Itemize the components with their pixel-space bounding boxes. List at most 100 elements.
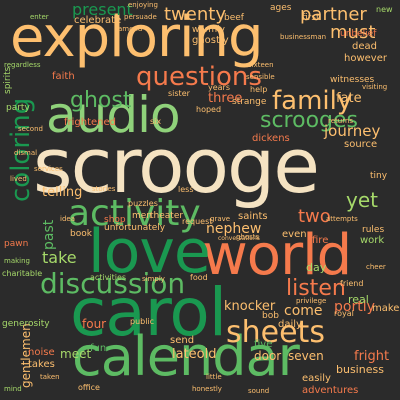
word-past: past (41, 219, 57, 250)
word-activity: activity (68, 193, 201, 234)
word-bob: bob (262, 311, 279, 321)
word-celebrate: celebrate (74, 15, 122, 26)
word-knocker: knocker (224, 299, 276, 314)
word-less: less (178, 185, 194, 194)
word-frightened: frightened (64, 117, 117, 128)
word-three: three (208, 91, 243, 106)
word-request: request (182, 217, 213, 226)
word-strange: strange (232, 97, 267, 107)
word-privilege: privilege (296, 297, 327, 305)
word-faith: faith (52, 71, 75, 82)
word-public: public (130, 317, 155, 326)
word-ghostly: ghostly (192, 35, 229, 46)
word-world: world (202, 223, 352, 288)
word-spirits: spirits (3, 66, 13, 94)
word-help: help (250, 85, 268, 94)
word-hoped: hoped (196, 105, 222, 114)
word-sister: sister (168, 89, 190, 98)
word-charitable: charitable (2, 269, 43, 278)
word-witnesses: witnesses (330, 75, 375, 85)
word-four: four (82, 317, 107, 331)
word-five: five (254, 339, 273, 350)
word-work: work (360, 235, 385, 246)
word-men: men (132, 211, 153, 221)
word-second: second (18, 125, 43, 133)
word-scrooges: scrooges (260, 108, 359, 133)
word-carol: carol (70, 274, 227, 351)
word-lived: lived (10, 175, 27, 183)
word-real: real (348, 293, 369, 306)
word-dead: dead (352, 41, 377, 52)
word-returns: returns (328, 117, 354, 125)
word-fire: fire (312, 235, 329, 246)
word-book: book (70, 229, 92, 239)
word-activities: activities (90, 273, 127, 282)
word-family: family (272, 86, 353, 116)
word-calendar: calendar (72, 325, 300, 388)
word-must: must (330, 22, 376, 43)
word-amend: amend (118, 25, 143, 33)
word-services: services (34, 165, 63, 173)
word-daily: daily (278, 319, 302, 330)
word-ages: ages (270, 3, 292, 13)
word-six: six (150, 117, 162, 126)
word-enjoying: enjoying (128, 1, 158, 9)
word-twenty: twenty (164, 4, 226, 25)
word-portly: portly (334, 299, 375, 315)
word-mind: mind (4, 385, 22, 393)
word-unbelief: unbelief (340, 29, 377, 39)
word-pawn: pawn (4, 239, 29, 249)
word-enter: enter (30, 13, 49, 21)
word-yet: yet (346, 188, 378, 212)
word-come: come (284, 303, 323, 319)
word-scrooge: scrooge (33, 121, 320, 210)
word-saints: saints (238, 211, 268, 222)
word-love: love (88, 217, 211, 287)
word-noise: noise (28, 347, 55, 358)
word-first: first (302, 13, 320, 23)
word-beef: beef (224, 13, 244, 23)
word-office: office (78, 383, 100, 392)
word-royal: royal (334, 309, 354, 318)
word-telling: telling (42, 185, 83, 200)
word-take: take (42, 248, 77, 267)
word-warmly: warmly (192, 25, 226, 35)
word-years: years (208, 83, 231, 92)
word-attempts: attempts (326, 215, 358, 223)
word-questions: questions (136, 62, 262, 92)
word-easily: easily (302, 373, 331, 384)
word-make: make (372, 303, 400, 314)
word-stories: stories (92, 185, 116, 193)
word-visiting: visiting (362, 83, 388, 91)
word-sensible: sensible (246, 73, 275, 81)
word-sheets: sheets (226, 315, 325, 350)
word-nephew: nephew (206, 221, 262, 237)
word-ghost: ghost (70, 88, 132, 113)
word-simply: simply (142, 275, 165, 283)
word-two: two (298, 206, 331, 227)
word-door: door (254, 349, 282, 363)
word-takes: takes (28, 359, 55, 370)
word-tiny: tiny (370, 171, 388, 181)
word-however: however (344, 53, 387, 64)
word-cheer: cheer (366, 263, 386, 271)
word-sound: sound (248, 387, 270, 395)
word-fate: fate (336, 91, 362, 106)
word-fun: fun (90, 343, 107, 354)
word-meet: meet (60, 347, 92, 361)
word-dickens: dickens (252, 133, 290, 144)
word-taken: taken (40, 373, 60, 381)
word-conversations: conversations (218, 235, 260, 242)
word-party: party (6, 103, 30, 113)
word-little: little (206, 373, 222, 381)
word-rules: rules (362, 225, 385, 235)
word-honestly: honestly (192, 385, 222, 393)
word-present: present (72, 0, 133, 19)
word-sixteen: sixteen (248, 61, 274, 69)
word-theater: theater (150, 211, 184, 221)
word-regardless: regardless (4, 61, 41, 69)
word-new: new (376, 5, 393, 14)
word-businessman: businessman (280, 33, 327, 41)
word-persuade: persuade (124, 13, 157, 21)
